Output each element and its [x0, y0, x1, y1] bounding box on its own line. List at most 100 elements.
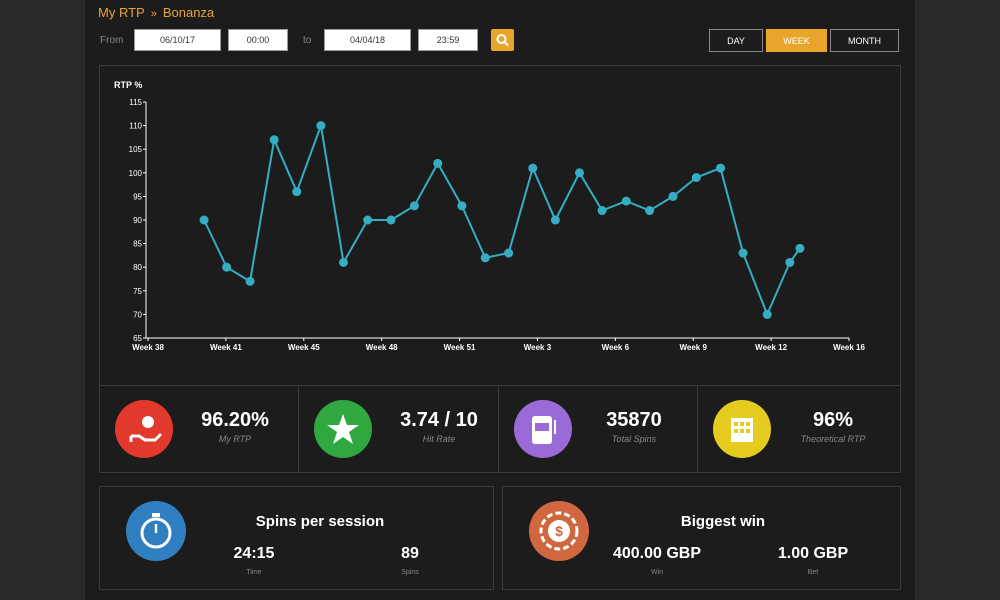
- panel: [85, 0, 915, 600]
- point: [457, 201, 467, 211]
- x-tick-label: Week 9: [680, 343, 708, 352]
- x-tick-label: Week 16: [833, 343, 865, 352]
- stat-cell: 35870 Total Spins: [498, 385, 698, 473]
- stat-icon: [514, 400, 572, 458]
- y-tick-label: 100: [129, 169, 143, 178]
- y-tick-label: 75: [133, 287, 142, 296]
- point: [222, 262, 232, 272]
- point: [409, 201, 419, 211]
- point: [363, 215, 373, 225]
- point: [316, 121, 326, 131]
- x-tick-label: Week 3: [524, 343, 552, 352]
- to-label: to: [303, 35, 312, 46]
- card-icon: [126, 501, 186, 561]
- x-tick-label: Week 38: [132, 343, 164, 352]
- stat-icon: [115, 400, 173, 458]
- point: [621, 196, 631, 206]
- from-time[interactable]: 00:00: [228, 29, 288, 51]
- card-icon: $: [529, 501, 589, 561]
- point: [245, 276, 255, 286]
- y-tick-label: 65: [133, 334, 142, 343]
- point: [691, 173, 701, 183]
- stat-value: 96.20%: [201, 409, 269, 431]
- card-value: 89: [401, 545, 419, 562]
- stat-cell: 96.20% My RTP: [99, 385, 299, 473]
- period-button[interactable]: WEEK: [766, 29, 827, 52]
- stat-icon: [314, 400, 372, 458]
- search-icon: [496, 34, 509, 47]
- chart: RTP % 65 70 75 80 85 90 95 100 105 110 115 Week 38 W…: [114, 80, 865, 352]
- stat-cell: 96% Theoretical RTP: [697, 385, 901, 473]
- point: [597, 206, 607, 216]
- stat-label: My RTP: [218, 434, 252, 444]
- y-tick-label: 70: [133, 310, 142, 319]
- y-tick-label: 105: [129, 145, 143, 154]
- period-button[interactable]: MONTH: [830, 29, 899, 52]
- y-tick-label: 110: [129, 122, 142, 131]
- point: [504, 248, 514, 258]
- point: [292, 187, 302, 197]
- x-tick-label: Week 45: [288, 343, 320, 352]
- card-label: Spins: [401, 569, 419, 576]
- stat-cell: 3.74 / 10 Hit Rate: [298, 385, 499, 473]
- to-time[interactable]: 23:59: [418, 29, 478, 51]
- point: [480, 253, 490, 263]
- from-date[interactable]: 06/10/17: [134, 29, 221, 51]
- breadcrumb-link[interactable]: My RTP: [98, 5, 145, 20]
- point: [550, 215, 560, 225]
- stat-label: Total Spins: [611, 434, 657, 444]
- point: [386, 215, 396, 225]
- card-title: Spins per session: [255, 513, 385, 530]
- breadcrumb: My RTP » Bonanza: [98, 5, 214, 20]
- svg-text:$: $: [555, 523, 563, 539]
- y-axis-label: RTP %: [114, 80, 142, 90]
- x-tick-label: Week 6: [602, 343, 630, 352]
- point: [433, 158, 443, 168]
- point: [785, 257, 795, 267]
- line: [203, 121, 801, 318]
- y-tick-label: 90: [133, 216, 142, 225]
- card: $ Biggest win 400.00 GBP Win 1.00 GBP Be…: [502, 486, 901, 590]
- card-value: 24:15: [233, 545, 275, 562]
- point: [528, 163, 538, 173]
- y-tick-label: 115: [129, 98, 142, 107]
- to-date[interactable]: 04/04/18: [324, 29, 411, 51]
- y-tick-label: 80: [133, 263, 142, 272]
- card-value: 1.00 GBP: [777, 545, 849, 562]
- stat-value: 96%: [812, 409, 854, 431]
- card-title: Biggest win: [680, 513, 766, 530]
- stat-value: 35870: [606, 409, 662, 431]
- card-label: Bet: [807, 569, 819, 576]
- chart-box: RTP % 65 70 75 80 85 90 95 100 105 110 115 Week 38 W…: [99, 65, 901, 386]
- point: [269, 135, 279, 145]
- period-button[interactable]: DAY: [709, 29, 763, 52]
- point: [575, 168, 585, 178]
- y-tick-label: 95: [133, 192, 142, 201]
- from-label: From: [100, 35, 124, 46]
- card-label: Time: [246, 569, 262, 576]
- search-button[interactable]: [491, 29, 514, 51]
- x-tick-label: Week 51: [444, 343, 476, 352]
- x-tick-label: Week 41: [210, 343, 242, 352]
- point: [715, 163, 725, 173]
- stat-label: Theoretical RTP: [800, 434, 866, 444]
- point: [762, 309, 772, 319]
- point: [795, 243, 805, 253]
- breadcrumb-separator: »: [150, 8, 157, 20]
- point: [738, 248, 748, 258]
- point: [668, 191, 678, 201]
- point: [339, 257, 349, 267]
- y-tick-label: 85: [133, 240, 142, 249]
- stat-icon: [713, 400, 771, 458]
- stat-value: 3.74 / 10: [400, 409, 478, 431]
- x-tick-label: Week 48: [366, 343, 398, 352]
- card-value: 400.00 GBP: [612, 545, 702, 562]
- card-label: Win: [650, 569, 664, 576]
- x-tick-label: Week 12: [755, 343, 787, 352]
- point: [199, 215, 209, 225]
- breadcrumb-current: Bonanza: [162, 5, 215, 20]
- stat-label: Hit Rate: [422, 434, 456, 444]
- card: Spins per session 24:15 Time 89 Spins: [99, 486, 494, 590]
- point: [645, 206, 655, 216]
